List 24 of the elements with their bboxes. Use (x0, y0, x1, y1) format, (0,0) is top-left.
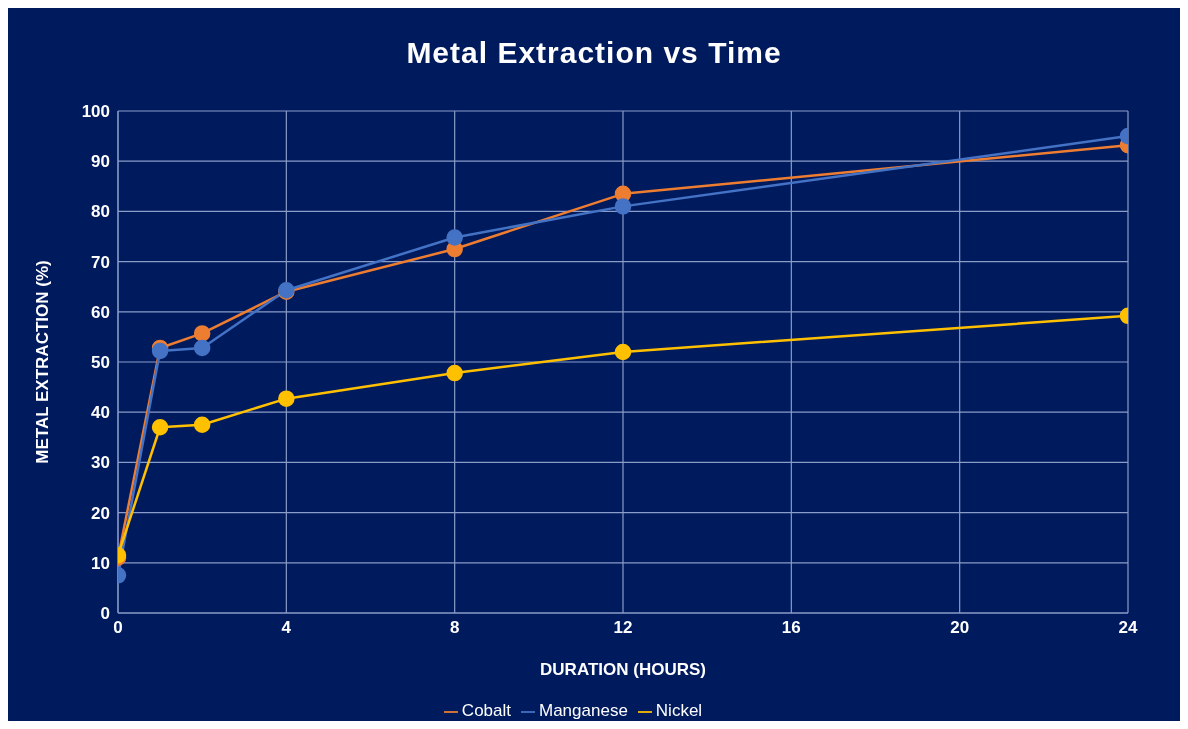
y-axis-title: METAL EXTRACTION (%) (33, 260, 53, 464)
y-tick-label: 0 (100, 604, 110, 624)
y-tick-label: 90 (91, 152, 110, 172)
legend-label: Cobalt (461, 701, 511, 720)
y-tick-label: 60 (91, 302, 110, 322)
y-tick-label: 20 (91, 503, 110, 523)
chart-title: Metal Extraction vs Time (405, 36, 783, 70)
x-tick-label: 4 (281, 618, 292, 638)
x-tick-label: 20 (950, 618, 970, 638)
y-tick-label: 40 (91, 403, 110, 423)
y-tick-label: 50 (91, 353, 110, 373)
x-tick-label: 16 (781, 618, 801, 638)
x-tick-label: 8 (449, 618, 460, 638)
legend-label: Manganese (539, 701, 628, 720)
y-tick-label: 70 (91, 252, 110, 272)
x-tick-label: 0 (113, 618, 123, 638)
legend-label: Nickel (655, 701, 703, 720)
y-tick-label: 30 (91, 453, 110, 473)
y-tick-label: 100 (81, 102, 110, 122)
y-tick-label: 10 (91, 553, 110, 573)
x-tick-label: 12 (613, 618, 633, 638)
x-tick-label: 24 (1118, 618, 1138, 638)
y-tick-label: 80 (91, 202, 110, 222)
x-axis-title: DURATION (HOURS) (540, 660, 706, 679)
